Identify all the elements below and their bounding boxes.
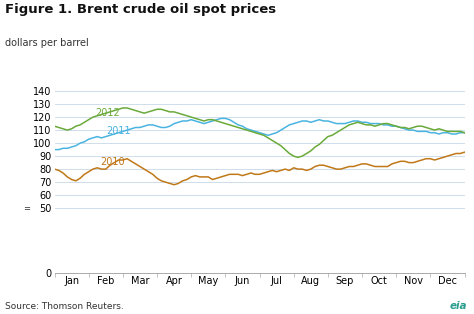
- Text: 2011: 2011: [106, 126, 130, 136]
- Text: Source: Thomson Reuters.: Source: Thomson Reuters.: [5, 302, 124, 311]
- Text: dollars per barrel: dollars per barrel: [5, 38, 89, 48]
- Text: Figure 1. Brent crude oil spot prices: Figure 1. Brent crude oil spot prices: [5, 3, 276, 16]
- Text: eia: eia: [449, 301, 467, 311]
- Text: 2012: 2012: [95, 108, 120, 118]
- Text: 2010: 2010: [100, 157, 125, 167]
- Text: =: =: [24, 204, 31, 213]
